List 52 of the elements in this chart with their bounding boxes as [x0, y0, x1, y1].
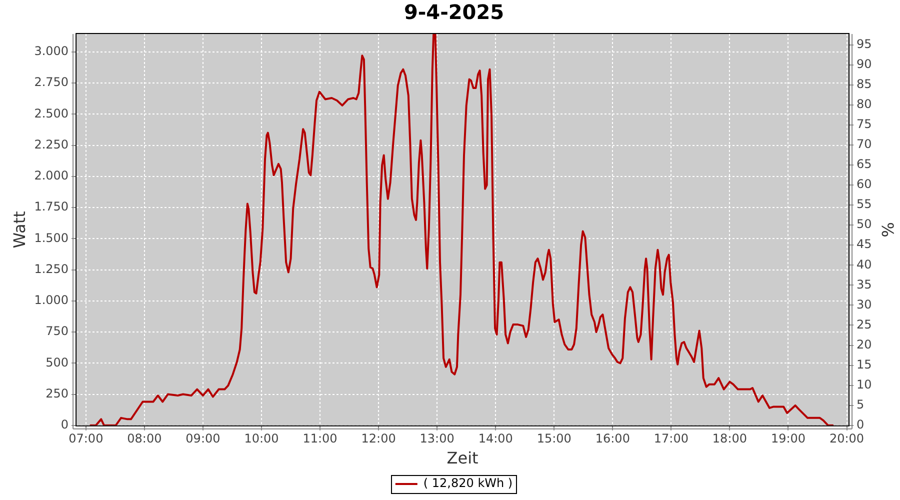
- y-tick-label: 2.750: [34, 75, 69, 90]
- y-axis-title: Watt: [10, 211, 29, 248]
- y2-tick-label: 30: [856, 297, 872, 312]
- x-tick-label: 07:00: [68, 432, 104, 446]
- y2-tick-label: 55: [856, 197, 872, 212]
- y2-tick-label: 85: [856, 77, 872, 92]
- y-tick-label: 2.250: [34, 137, 69, 152]
- y-tick-label: 500: [46, 355, 69, 370]
- y2-tick-label: 20: [856, 337, 872, 352]
- x-tick-label: 20:00: [829, 432, 864, 446]
- y2-tick-label: 60: [856, 177, 872, 192]
- x-tick-label: 12:00: [361, 432, 396, 446]
- y-tick-label: 2.500: [34, 106, 69, 120]
- y2-tick-label: 25: [856, 317, 872, 332]
- y-tick-label: 1.750: [34, 200, 69, 214]
- y2-tick-label: 95: [856, 36, 872, 51]
- y2-tick-label: 40: [856, 257, 872, 272]
- y-tick-label: 1.500: [34, 230, 69, 245]
- y-tick-label: 3.000: [34, 44, 69, 58]
- y2-tick-label: 45: [856, 237, 872, 252]
- y2-tick-label: 35: [856, 277, 872, 292]
- y-tick-label: 1.000: [34, 293, 69, 308]
- y2-tick-label: 15: [856, 357, 872, 372]
- y2-tick-label: 70: [856, 137, 872, 152]
- x-tick-label: 13:00: [420, 432, 454, 446]
- x-tick-label: 10:00: [244, 432, 279, 446]
- y-tick-label: 0: [60, 418, 69, 432]
- y2-tick-label: 10: [856, 377, 872, 392]
- y2-tick-label: 0: [856, 418, 864, 432]
- x-axis-title: Zeit: [446, 448, 478, 468]
- y-tick-label: 750: [46, 324, 69, 338]
- x-tick-label: 09:00: [186, 432, 220, 446]
- y2-axis-title: %: [878, 222, 898, 238]
- x-tick-label: 11:00: [302, 432, 338, 446]
- y2-tick-label: 65: [856, 157, 872, 172]
- y2-tick-label: 50: [856, 217, 872, 232]
- x-tick-label: 18:00: [712, 432, 748, 446]
- x-tick-label: 14:00: [478, 432, 513, 446]
- x-tick-label: 16:00: [595, 432, 630, 446]
- y2-tick-label: 5: [856, 397, 864, 412]
- y2-tick-label: 80: [856, 97, 872, 112]
- x-tick-label: 08:00: [127, 432, 162, 446]
- y2-tick-label: 90: [856, 56, 872, 71]
- y2-tick-label: 75: [856, 117, 872, 132]
- y-tick-label: 250: [46, 386, 69, 400]
- y-tick-label: 1.250: [34, 262, 69, 276]
- x-tick-label: 19:00: [770, 432, 806, 446]
- legend-label: ( 12,820 kWh ): [423, 476, 513, 490]
- y-tick-label: 2.000: [34, 168, 69, 183]
- x-tick-label: 17:00: [654, 432, 688, 446]
- x-tick-label: 15:00: [536, 432, 572, 446]
- chart-title: 9-4-2025: [404, 0, 504, 24]
